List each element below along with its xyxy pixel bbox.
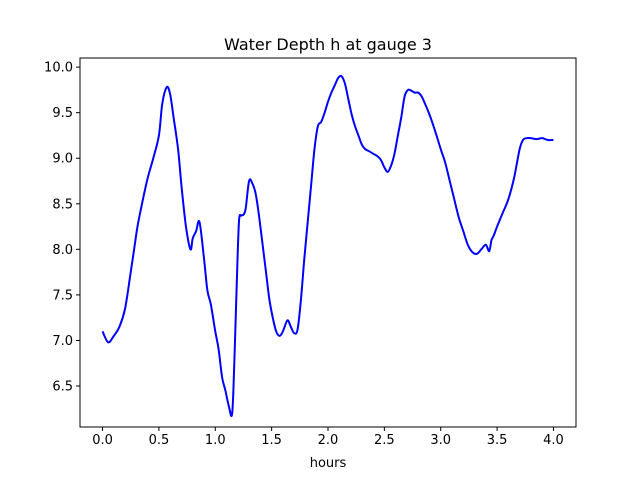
- chart-title: Water Depth h at gauge 3: [224, 35, 432, 54]
- y-tick-label: 7.0: [52, 334, 73, 349]
- plot-frame: [79, 57, 577, 428]
- x-tick-label: 4.0: [543, 433, 564, 448]
- x-tick-label: 1.0: [205, 433, 226, 448]
- y-tick-label: 9.0: [52, 152, 73, 167]
- x-tick-label: 0.0: [92, 433, 113, 448]
- y-axis-ticks: 6.5 7.0 7.5 8.0 8.5 9.0 9.5 10.0: [44, 61, 80, 395]
- water-depth-series-line: [101, 74, 554, 418]
- y-tick-label: 8.0: [52, 243, 73, 258]
- x-tick-label: 3.0: [430, 433, 451, 448]
- x-tick-label: 2.0: [318, 433, 339, 448]
- x-tick-label: 3.5: [487, 433, 508, 448]
- x-tick-label: 0.5: [149, 433, 170, 448]
- y-tick-label: 6.5: [52, 380, 73, 395]
- y-tick-label: 10.0: [44, 61, 73, 76]
- x-tick-label: 2.5: [374, 433, 395, 448]
- x-axis-label: hours: [310, 456, 347, 471]
- y-tick-label: 9.5: [52, 106, 73, 121]
- x-axis-ticks: 0.0 0.5 1.0 1.5 2.0 2.5 3.0 3.5 4.0: [92, 427, 564, 448]
- x-tick-label: 1.5: [261, 433, 282, 448]
- series-group: [101, 74, 554, 418]
- y-tick-label: 8.5: [52, 197, 73, 212]
- y-tick-label: 7.5: [52, 288, 73, 303]
